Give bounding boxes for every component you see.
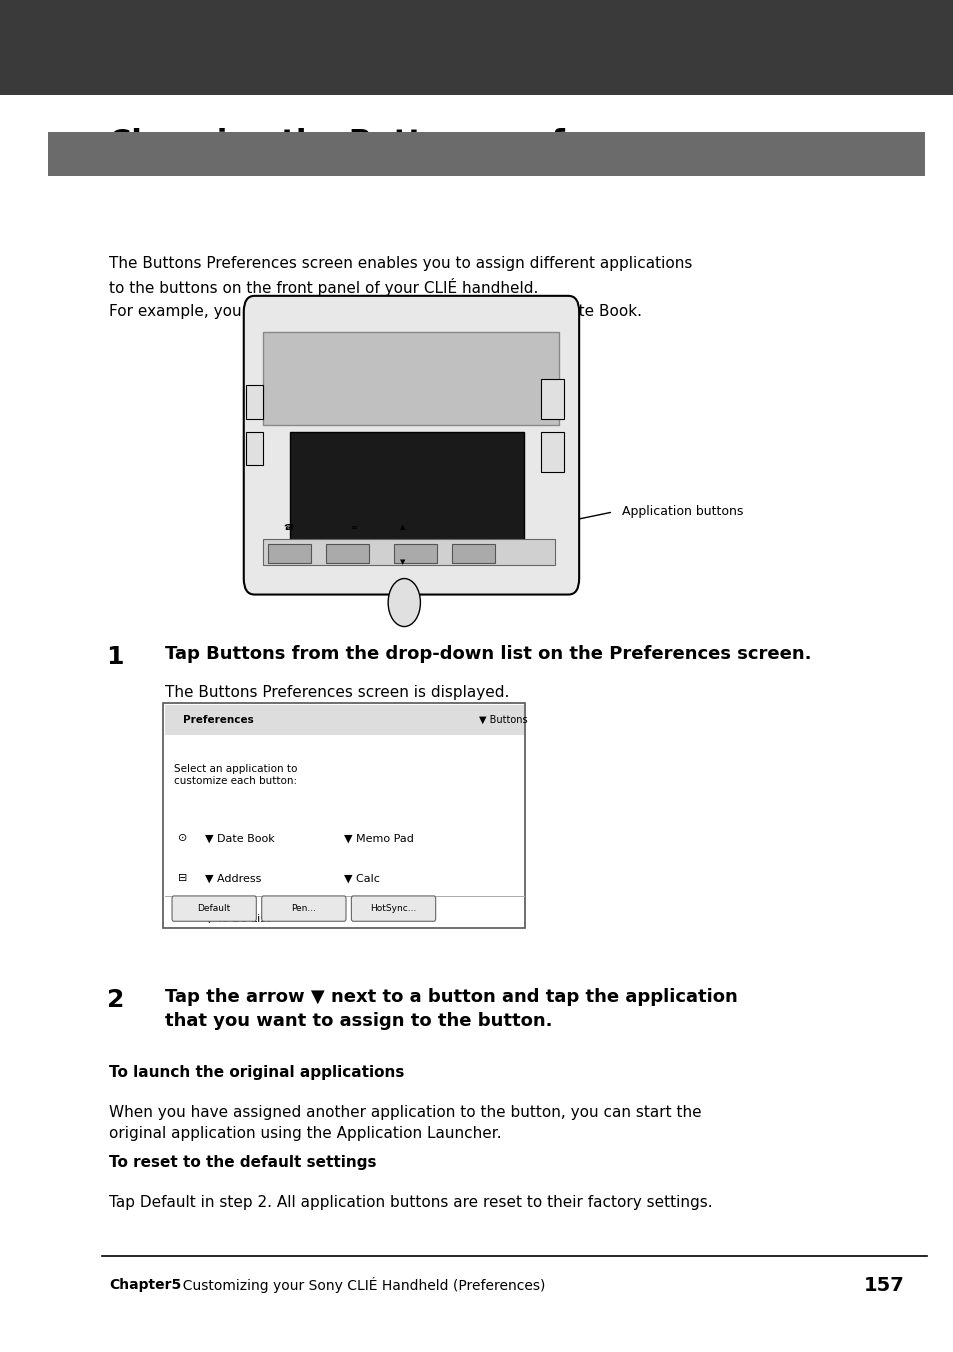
Bar <box>263 538 555 565</box>
Text: Select an application to
customize each button:: Select an application to customize each … <box>173 764 297 787</box>
Bar <box>541 431 563 472</box>
Text: Chapter5: Chapter5 <box>110 1279 181 1293</box>
Bar <box>452 544 495 562</box>
FancyBboxPatch shape <box>163 703 525 927</box>
Text: ▼: ▼ <box>399 560 405 565</box>
Text: ▼ To Do List: ▼ To Do List <box>205 913 271 923</box>
Bar <box>290 431 523 552</box>
Text: Tap Default in step 2. All application buttons are reset to their factory settin: Tap Default in step 2. All application b… <box>110 1195 712 1210</box>
FancyBboxPatch shape <box>261 896 346 921</box>
Text: Assigning applications to buttons: Assigning applications to buttons <box>62 143 401 162</box>
Bar <box>541 379 563 419</box>
Text: 2: 2 <box>107 988 124 1011</box>
Text: 1: 1 <box>107 645 124 669</box>
Bar <box>245 431 263 465</box>
Text: To launch the original applications: To launch the original applications <box>110 1065 404 1080</box>
Text: 157: 157 <box>863 1276 903 1295</box>
Bar <box>268 544 311 562</box>
Text: ▼ Address: ▼ Address <box>205 873 261 883</box>
Bar <box>165 706 523 734</box>
Text: Tap the arrow ▼ next to a button and tap the application
that you want to assign: Tap the arrow ▼ next to a button and tap… <box>165 988 737 1029</box>
Text: The Buttons Preferences screen is displayed.: The Buttons Preferences screen is displa… <box>165 685 509 700</box>
Text: For example, you can assign the To Do List button to start Date Book.: For example, you can assign the To Do Li… <box>110 304 641 319</box>
Text: When you have assigned another application to the button, you can start the
orig: When you have assigned another applicati… <box>110 1106 701 1141</box>
Text: ☎: ☎ <box>283 523 294 531</box>
Text: The Buttons Preferences screen enables you to assign different applications
to t: The Buttons Preferences screen enables y… <box>110 256 692 296</box>
Text: Tap Buttons from the drop-down list on the Preferences screen.: Tap Buttons from the drop-down list on t… <box>165 645 810 664</box>
Bar <box>245 385 263 419</box>
Text: ≡: ≡ <box>178 913 188 923</box>
Text: ⊟: ⊟ <box>178 873 188 883</box>
FancyBboxPatch shape <box>351 896 436 921</box>
Text: ⊙: ⊙ <box>178 833 188 844</box>
Text: ▼ Buttons: ▼ Buttons <box>478 715 527 725</box>
Text: HotSync...: HotSync... <box>370 904 416 913</box>
Text: Default: Default <box>197 904 231 913</box>
Text: ▼ Memo Pad: ▼ Memo Pad <box>344 833 414 844</box>
Text: ≡: ≡ <box>350 523 356 531</box>
Text: ▼ Calc: ▼ Calc <box>344 873 379 883</box>
Text: Customizing your Sony CLIÉ Handheld (Preferences): Customizing your Sony CLIÉ Handheld (Pre… <box>173 1278 544 1294</box>
Text: Changing the Buttons preferences: Changing the Buttons preferences <box>110 128 700 157</box>
Bar <box>393 544 436 562</box>
Text: Application buttons: Application buttons <box>621 506 742 518</box>
Bar <box>326 544 369 562</box>
Text: Preferences: Preferences <box>183 715 253 725</box>
FancyBboxPatch shape <box>172 896 256 921</box>
Text: ▲: ▲ <box>399 525 405 530</box>
Text: Pen...: Pen... <box>291 904 316 913</box>
Text: To reset to the default settings: To reset to the default settings <box>110 1155 376 1169</box>
Circle shape <box>388 579 420 626</box>
Bar <box>263 331 558 425</box>
Text: ▼ Date Book: ▼ Date Book <box>205 833 274 844</box>
FancyBboxPatch shape <box>244 296 578 595</box>
